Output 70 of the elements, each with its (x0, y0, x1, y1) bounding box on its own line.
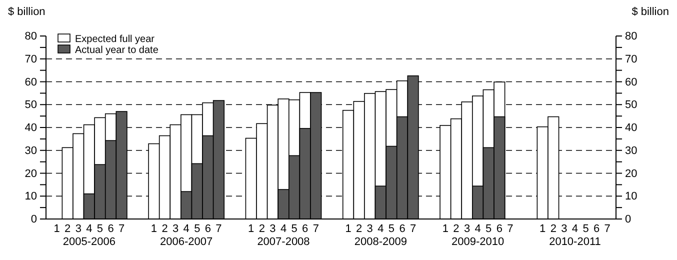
x-tick-label: 6 (399, 223, 406, 235)
x-tick-label: 6 (594, 223, 600, 235)
x-tick-label: 6 (496, 223, 502, 235)
x-tick-label: 7 (604, 223, 610, 235)
x-tick-label: 2 (162, 223, 168, 235)
x-tick-label: 1 (248, 223, 254, 235)
x-tick-label: 2 (258, 223, 265, 235)
x-tick-label: 5 (291, 223, 298, 235)
text: 2005-2006 (62, 236, 116, 248)
y-tick-label: 50 (24, 99, 37, 112)
text: 2008-2009 (354, 236, 407, 248)
legend-label: Expected full year (75, 34, 156, 45)
text: 2009-2010 (452, 236, 504, 248)
x-tick-label: 5 (582, 223, 589, 235)
x-tick-label: 5 (486, 223, 492, 235)
x-tick-label: 4 (280, 223, 287, 235)
y-tick-label: 60 (24, 76, 37, 88)
x-tick-label: 7 (312, 223, 319, 235)
x-tick-label: 1 (150, 223, 158, 235)
y-tick-label: 20 (24, 168, 37, 180)
y-tick-label: 10 (24, 190, 37, 203)
y2-tick-label: 60 (625, 76, 638, 88)
y2-tick-label: 20 (625, 168, 638, 180)
x-tick-label: 6 (204, 223, 211, 235)
x-tick-label: 2 (453, 223, 460, 235)
text: 2006-2007 (160, 236, 213, 248)
y-tick-label: 40 (24, 122, 37, 134)
legend-label: Actual year to date (75, 45, 159, 56)
x-tick-label: 5 (96, 223, 104, 235)
x-tick-label: 4 (572, 223, 578, 235)
x-tick-label: 6 (302, 223, 308, 235)
y-tick-label: 80 (24, 30, 37, 43)
y-axis-title: $ billion (8, 6, 46, 18)
y2-tick-label: 70 (625, 53, 638, 66)
x-tick-label: 2 (550, 223, 556, 235)
x-tick-label: 3 (75, 223, 82, 235)
x-tick-label: 7 (118, 223, 125, 235)
y2-axis-title: $ billion (632, 6, 669, 18)
y-tick-label: 70 (24, 53, 37, 66)
y2-tick-label: 10 (625, 190, 638, 203)
x-tick-label: 4 (474, 223, 481, 235)
x-tick-label: 7 (216, 223, 222, 235)
x-tick-label: 3 (366, 223, 373, 235)
y2-tick-label: 30 (625, 144, 638, 157)
x-tick-label: 3 (172, 223, 179, 235)
text: 2010-2011 (549, 236, 601, 248)
x-tick-label: 1 (54, 223, 60, 235)
y-tick-label: 30 (24, 144, 37, 157)
y2-tick-label: 40 (625, 122, 638, 134)
x-tick-label: 1 (540, 223, 546, 235)
y2-tick-label: 80 (625, 30, 638, 43)
x-tick-label: 4 (183, 223, 190, 235)
x-tick-label: 3 (464, 223, 470, 235)
x-tick-label: 5 (194, 223, 200, 235)
x-tick-label: 4 (378, 223, 384, 235)
x-tick-label: 2 (356, 223, 362, 235)
x-tick-label: 3 (270, 223, 276, 235)
x-tick-label: 4 (86, 223, 92, 235)
x-tick-label: 7 (507, 223, 514, 235)
x-tick-label: 6 (108, 223, 114, 235)
y-tick-label: 0 (30, 214, 37, 226)
x-tick-label: 3 (561, 223, 568, 235)
x-tick-label: 7 (410, 223, 416, 235)
x-tick-label: 5 (388, 223, 395, 235)
y2-tick-label: 0 (625, 214, 632, 226)
x-tick-label: 2 (64, 223, 71, 235)
y2-tick-label: 50 (625, 99, 638, 112)
text: 2007-2008 (257, 236, 310, 248)
x-tick-label: 1 (345, 223, 352, 235)
x-tick-label: 1 (442, 223, 448, 235)
